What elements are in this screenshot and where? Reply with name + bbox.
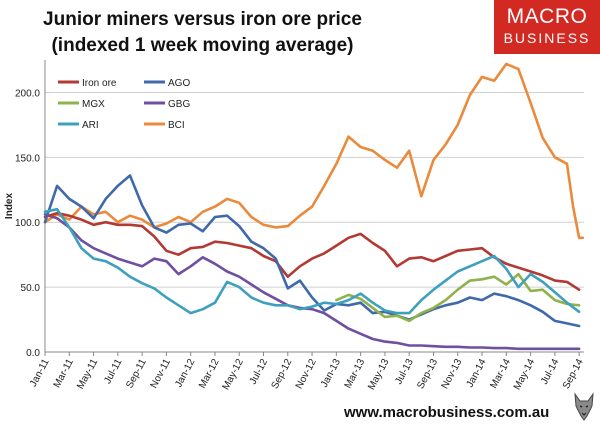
x-tick-label: Jul-14 bbox=[539, 357, 562, 387]
x-tick-label: Mar-11 bbox=[52, 357, 76, 390]
x-tick-label: Nov-13 bbox=[440, 357, 465, 391]
series-line-gbg bbox=[43, 213, 581, 351]
wolf-icon bbox=[574, 392, 594, 421]
series-line-iron-ore bbox=[43, 211, 581, 291]
series-line-ari bbox=[43, 207, 581, 315]
x-tick-label: Sep-11 bbox=[124, 357, 149, 390]
series-line-mgx bbox=[335, 272, 581, 323]
legend-label: BCI bbox=[168, 120, 185, 131]
series-line-ago bbox=[43, 174, 581, 328]
legend-label: GBG bbox=[168, 99, 190, 110]
footer-url: www.macrobusiness.com.au bbox=[344, 404, 550, 421]
series-line-bci bbox=[43, 62, 585, 240]
y-tick-label: 200.0 bbox=[15, 88, 40, 99]
x-tick-label: Jan-12 bbox=[173, 357, 197, 390]
x-tick-label: May-11 bbox=[75, 357, 100, 391]
x-tick-label: Nov-11 bbox=[149, 357, 174, 390]
macrobusiness-logo: MACRO BUSINESS bbox=[494, 0, 600, 54]
x-tick-label: Mar-12 bbox=[197, 357, 222, 391]
legend-label: ARI bbox=[82, 120, 99, 131]
x-tick-label: Mar-14 bbox=[488, 357, 513, 391]
x-tick-label: Sep-13 bbox=[415, 357, 440, 391]
y-tick-label: 50.0 bbox=[21, 283, 41, 294]
x-tick-label: Jul-12 bbox=[248, 357, 271, 387]
x-tick-label: Nov-12 bbox=[294, 357, 319, 391]
x-tick-label: Jul-11 bbox=[102, 357, 124, 386]
x-tick-label: Sep-12 bbox=[270, 357, 295, 391]
legend-label: Iron ore bbox=[82, 78, 117, 89]
legend-label: MGX bbox=[82, 99, 105, 110]
y-tick-label: 100.0 bbox=[15, 218, 40, 229]
x-tick-label: Jan-13 bbox=[319, 357, 343, 390]
x-tick-label: Sep-14 bbox=[561, 357, 586, 391]
x-tick-label: Jan-14 bbox=[465, 357, 489, 390]
x-tick-label: Jul-13 bbox=[393, 357, 416, 387]
y-tick-label: 150.0 bbox=[15, 153, 40, 164]
x-tick-label: May-13 bbox=[366, 357, 392, 392]
chart-title-line2: (indexed 1 week moving average) bbox=[51, 35, 354, 56]
x-tick-label: May-14 bbox=[512, 357, 538, 392]
y-tick-label: 0.0 bbox=[26, 348, 40, 359]
legend-label: AGO bbox=[168, 78, 190, 89]
x-tick-label: Jan-11 bbox=[28, 357, 52, 389]
logo-line1: MACRO bbox=[506, 5, 588, 28]
logo-line2: BUSINESS bbox=[503, 30, 591, 46]
x-tick-label: May-12 bbox=[221, 357, 247, 392]
chart-title-line1: Junior miners versus iron ore price bbox=[43, 9, 362, 30]
x-tick-label: Mar-13 bbox=[343, 357, 368, 391]
y-axis-label: Index bbox=[4, 193, 15, 220]
